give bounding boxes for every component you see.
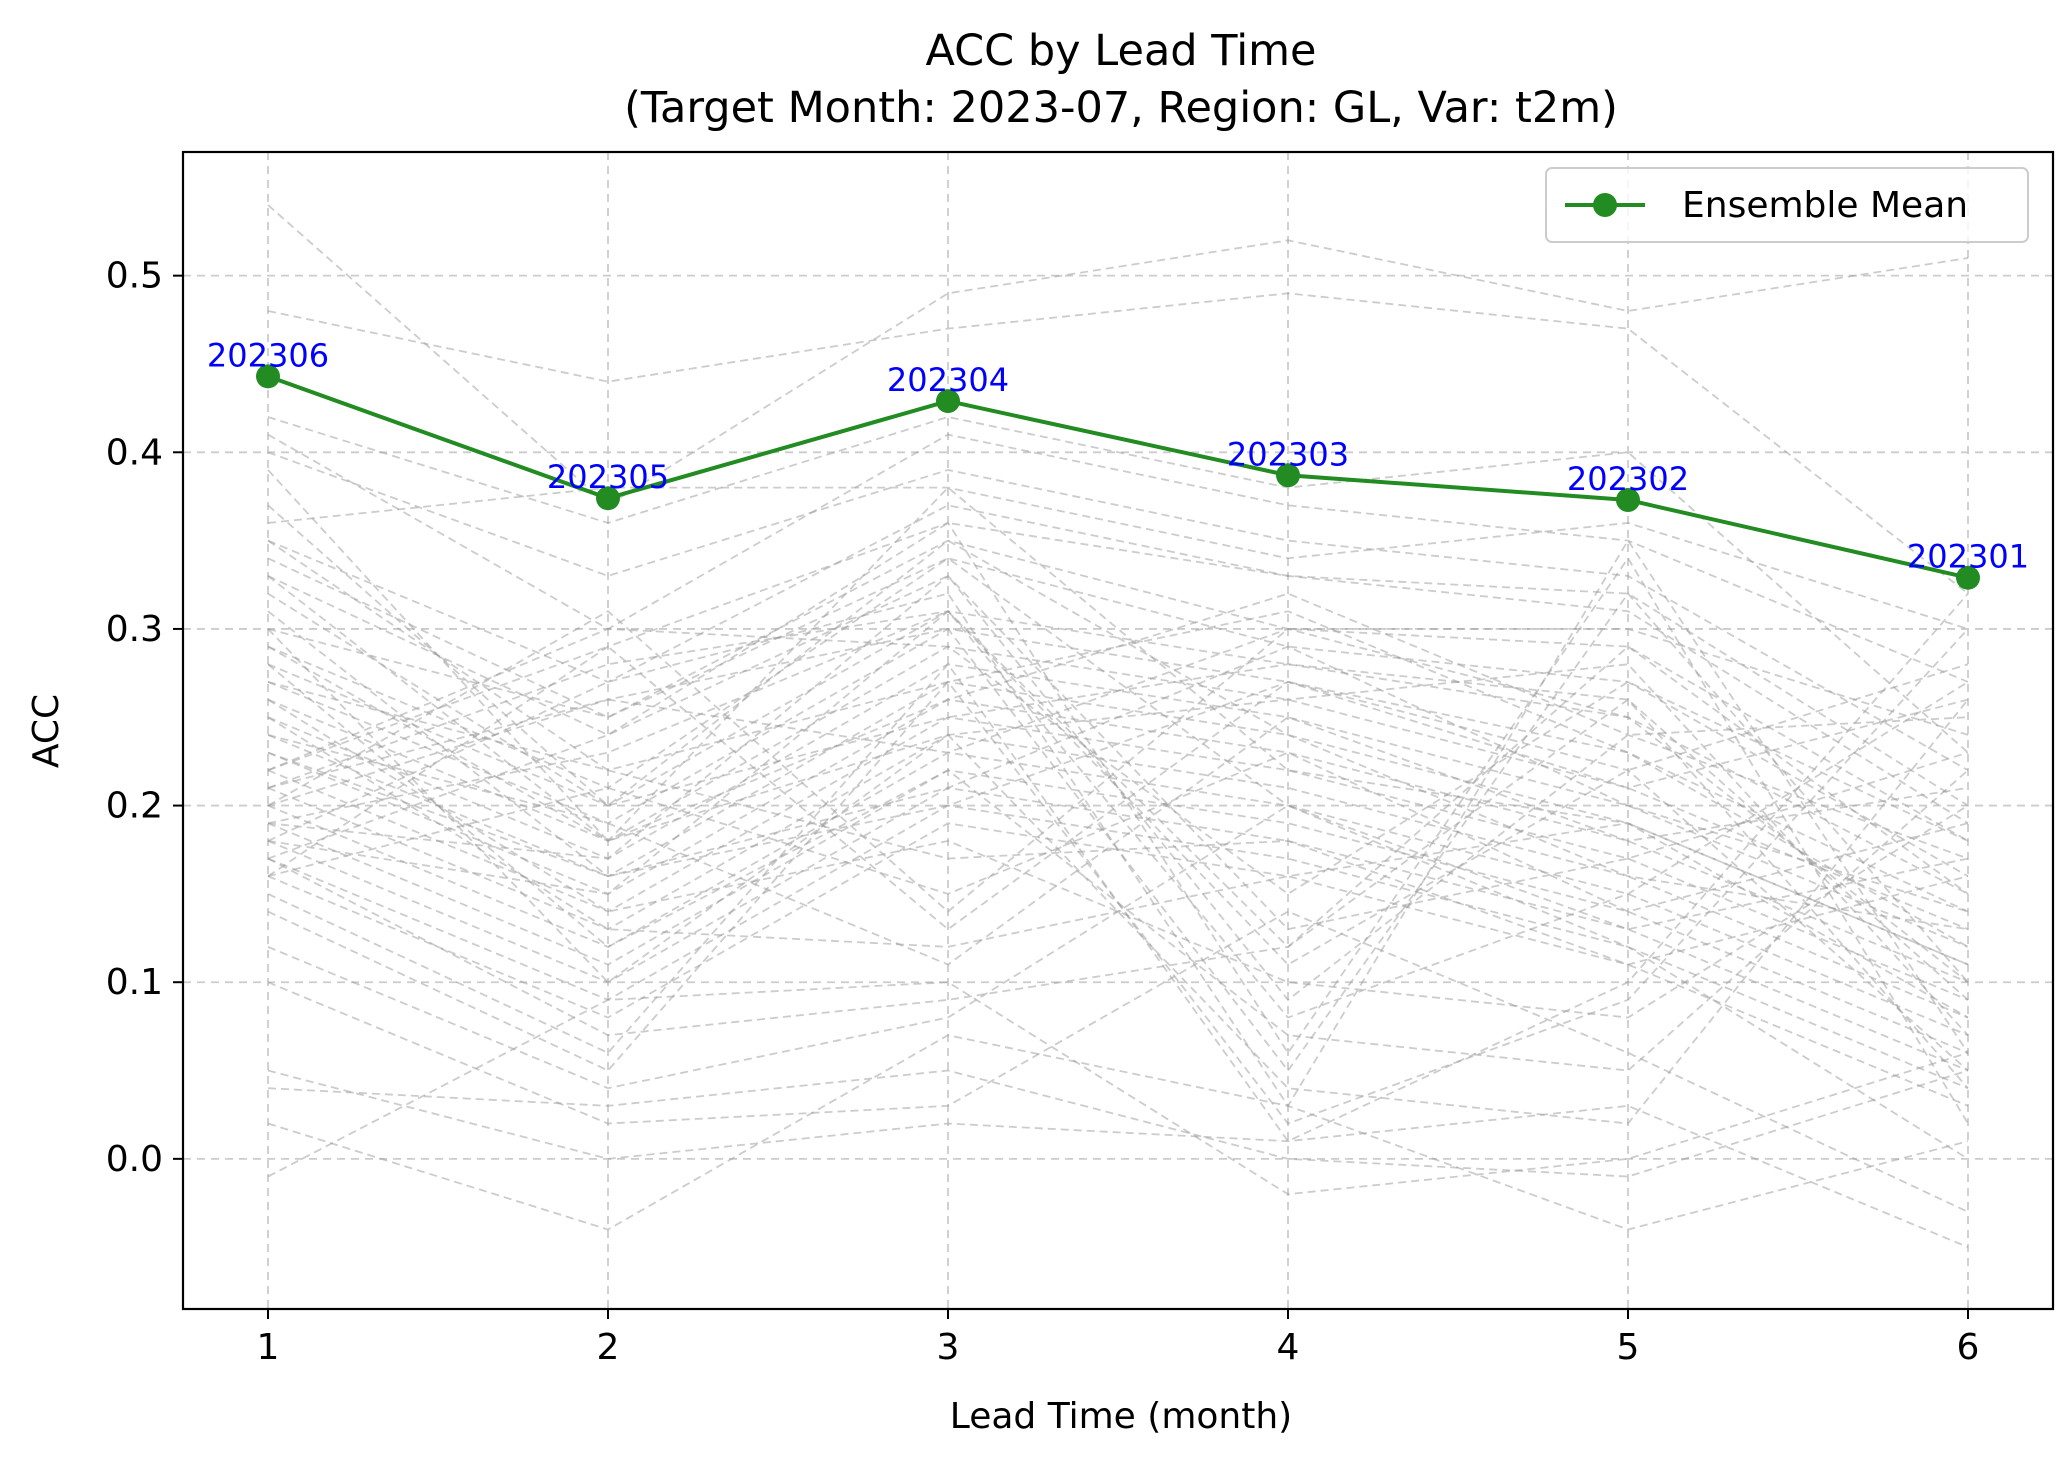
ensemble-member-line bbox=[267, 663, 1969, 948]
ensemble-member-line bbox=[267, 416, 1969, 754]
y-tick-label: 0.2 bbox=[106, 786, 163, 827]
x-tick-label: 5 bbox=[1617, 1327, 1640, 1368]
ensemble-member-line bbox=[267, 575, 1969, 860]
ensemble-member-line bbox=[267, 433, 1969, 683]
ensemble-member-line bbox=[267, 680, 1969, 1072]
ensemble-member-line bbox=[267, 663, 1969, 1072]
ensemble-member-line bbox=[267, 610, 1969, 966]
legend-marker-sample bbox=[1593, 193, 1617, 217]
y-tick-label: 0.0 bbox=[106, 1139, 163, 1180]
ensemble-member-line bbox=[267, 469, 1969, 1036]
ensemble-member-line bbox=[267, 486, 1969, 630]
ensemble-member-line bbox=[267, 292, 1969, 595]
ensemble-member-line bbox=[267, 610, 1969, 949]
ensemble-member-line bbox=[267, 751, 1969, 913]
ensemble-member-line bbox=[267, 627, 1969, 983]
ensemble-mean-point bbox=[1956, 565, 1980, 590]
y-tick-label: 0.4 bbox=[106, 432, 163, 473]
ensemble-member-line bbox=[267, 716, 1969, 1001]
chart-legend: Ensemble Mean bbox=[1545, 167, 2029, 243]
x-tick-label: 4 bbox=[1277, 1327, 1300, 1368]
ensemble-member-line bbox=[267, 204, 1969, 507]
point-annotation-label: 202305 bbox=[547, 458, 669, 496]
ensemble-member-line bbox=[267, 627, 1969, 913]
ensemble-member-line bbox=[267, 1034, 1969, 1231]
x-tick-label: 1 bbox=[257, 1327, 280, 1368]
x-tick-label: 6 bbox=[1957, 1327, 1980, 1368]
ensemble-member-line bbox=[267, 610, 1969, 913]
ensemble-member-line bbox=[267, 539, 1969, 948]
ensemble-member-line bbox=[267, 910, 1969, 1213]
ensemble-member-line bbox=[267, 769, 1969, 1054]
y-tick-label: 0.5 bbox=[106, 256, 163, 297]
ensemble-member-line bbox=[267, 733, 1969, 1019]
ensemble-member-line bbox=[267, 539, 1969, 931]
ensemble-member-line bbox=[267, 645, 1969, 931]
ensemble-member-line bbox=[267, 681, 1969, 966]
ensemble-member-line bbox=[267, 804, 1969, 1090]
ensemble-member-line bbox=[267, 610, 1969, 895]
ensemble-mean-point bbox=[596, 486, 620, 511]
ensemble-mean-point bbox=[1276, 463, 1300, 488]
ensemble-mean-line bbox=[267, 374, 1969, 580]
ensemble-member-line bbox=[267, 628, 1969, 895]
ensemble-member-line bbox=[267, 504, 1969, 807]
point-annotation-label: 202306 bbox=[207, 336, 329, 374]
ensemble-member-line bbox=[267, 1069, 1969, 1249]
chart-subtitle: (Target Month: 2023-07, Region: GL, Var:… bbox=[624, 83, 1618, 133]
ensemble-member-line bbox=[267, 786, 1969, 1072]
x-tick-label: 3 bbox=[937, 1327, 960, 1368]
plot-area-frame bbox=[181, 150, 2055, 1311]
legend-entry-label: Ensemble Mean bbox=[1682, 185, 1968, 226]
ensemble-mean-point bbox=[1616, 487, 1640, 512]
ensemble-member-line bbox=[267, 981, 1969, 1196]
ensemble-member-line bbox=[267, 574, 1969, 931]
y-axis-ticks: 0.0 0.1 0.2 0.3 0.4 0.5 bbox=[106, 256, 183, 1180]
point-annotation-label: 202304 bbox=[887, 361, 1009, 399]
y-axis-label: ACC bbox=[26, 694, 67, 768]
ensemble-mean-point bbox=[256, 364, 280, 389]
ensemble-member-line bbox=[267, 539, 1969, 842]
ensemble-member-line bbox=[267, 680, 1969, 966]
member-lines bbox=[267, 204, 1969, 1249]
x-axis-ticks: 1 2 3 4 5 6 bbox=[257, 1309, 1980, 1368]
ensemble-mean-point bbox=[936, 389, 960, 414]
ensemble-member-line bbox=[267, 610, 1969, 1019]
y-tick-label: 0.3 bbox=[106, 609, 163, 650]
legend-box bbox=[1545, 167, 2029, 243]
y-tick-label: 0.1 bbox=[106, 962, 163, 1003]
x-axis-label: Lead Time (month) bbox=[950, 1396, 1292, 1437]
ensemble-member-line bbox=[267, 698, 1969, 984]
ensemble-member-line bbox=[267, 716, 1969, 1019]
point-annotation-label: 202301 bbox=[1907, 538, 2029, 576]
point-annotations: 202306 202305 202304 202303 202302 202301 bbox=[207, 336, 2029, 575]
ensemble-member-line bbox=[267, 822, 1969, 1107]
x-tick-label: 2 bbox=[597, 1327, 620, 1368]
ensemble-member-line bbox=[267, 486, 1969, 966]
ensemble-member-line bbox=[267, 628, 1969, 1125]
ensemble-member-line bbox=[267, 557, 1969, 931]
ensemble-member-line bbox=[267, 698, 1969, 1089]
ensemble-member-line bbox=[267, 451, 1969, 772]
point-annotation-label: 202302 bbox=[1567, 460, 1689, 498]
chart-title: ACC by Lead Time bbox=[926, 26, 1317, 76]
ensemble-member-line bbox=[267, 645, 1969, 931]
point-annotation-label: 202303 bbox=[1227, 435, 1349, 473]
ensemble-mean-series bbox=[256, 364, 1980, 590]
ensemble-member-line bbox=[267, 1069, 1969, 1178]
